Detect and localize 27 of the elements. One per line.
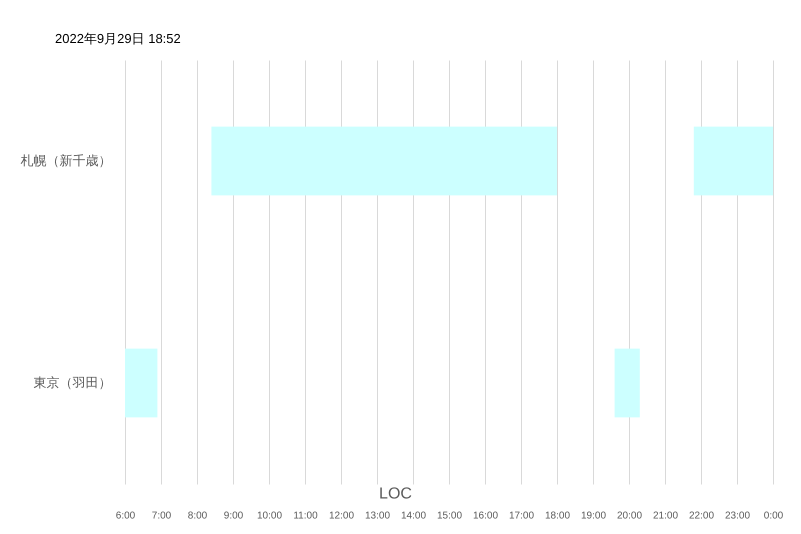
x-tick-label: 6:00 [116,510,136,522]
y-tick-label: 札幌（新千歳） [20,153,112,168]
x-tick-label: 19:00 [580,510,606,522]
x-tick-label: 13:00 [364,510,390,522]
chart-title: 2022年9月29日 18:52 [55,31,181,46]
x-tick-label: 17:00 [508,510,534,522]
x-tick-label: 14:00 [400,510,426,522]
y-tick-label: 東京（羽田） [34,374,112,390]
x-tick-label: 8:00 [188,510,208,522]
x-tick-label: 18:00 [544,510,570,522]
x-tick-label: 22:00 [688,510,714,522]
bar [125,348,158,418]
x-tick-label: 15:00 [436,510,462,522]
x-tick-label: 23:00 [724,510,750,522]
x-tick-label: 12:00 [328,510,354,522]
x-tick-label: 20:00 [616,510,642,522]
x-tick-label: 21:00 [652,510,678,522]
x-tick-label: 0:00 [764,510,784,522]
x-tick-label: 7:00 [152,510,172,522]
x-tick-label: 9:00 [224,510,244,522]
x-axis-title: LOC [379,486,412,502]
x-tick-label: 11:00 [293,510,318,522]
x-tick-label: 10:00 [256,510,282,522]
bar [614,348,640,418]
bar [211,126,557,196]
x-tick-label: 16:00 [472,510,498,522]
bar [694,126,773,196]
